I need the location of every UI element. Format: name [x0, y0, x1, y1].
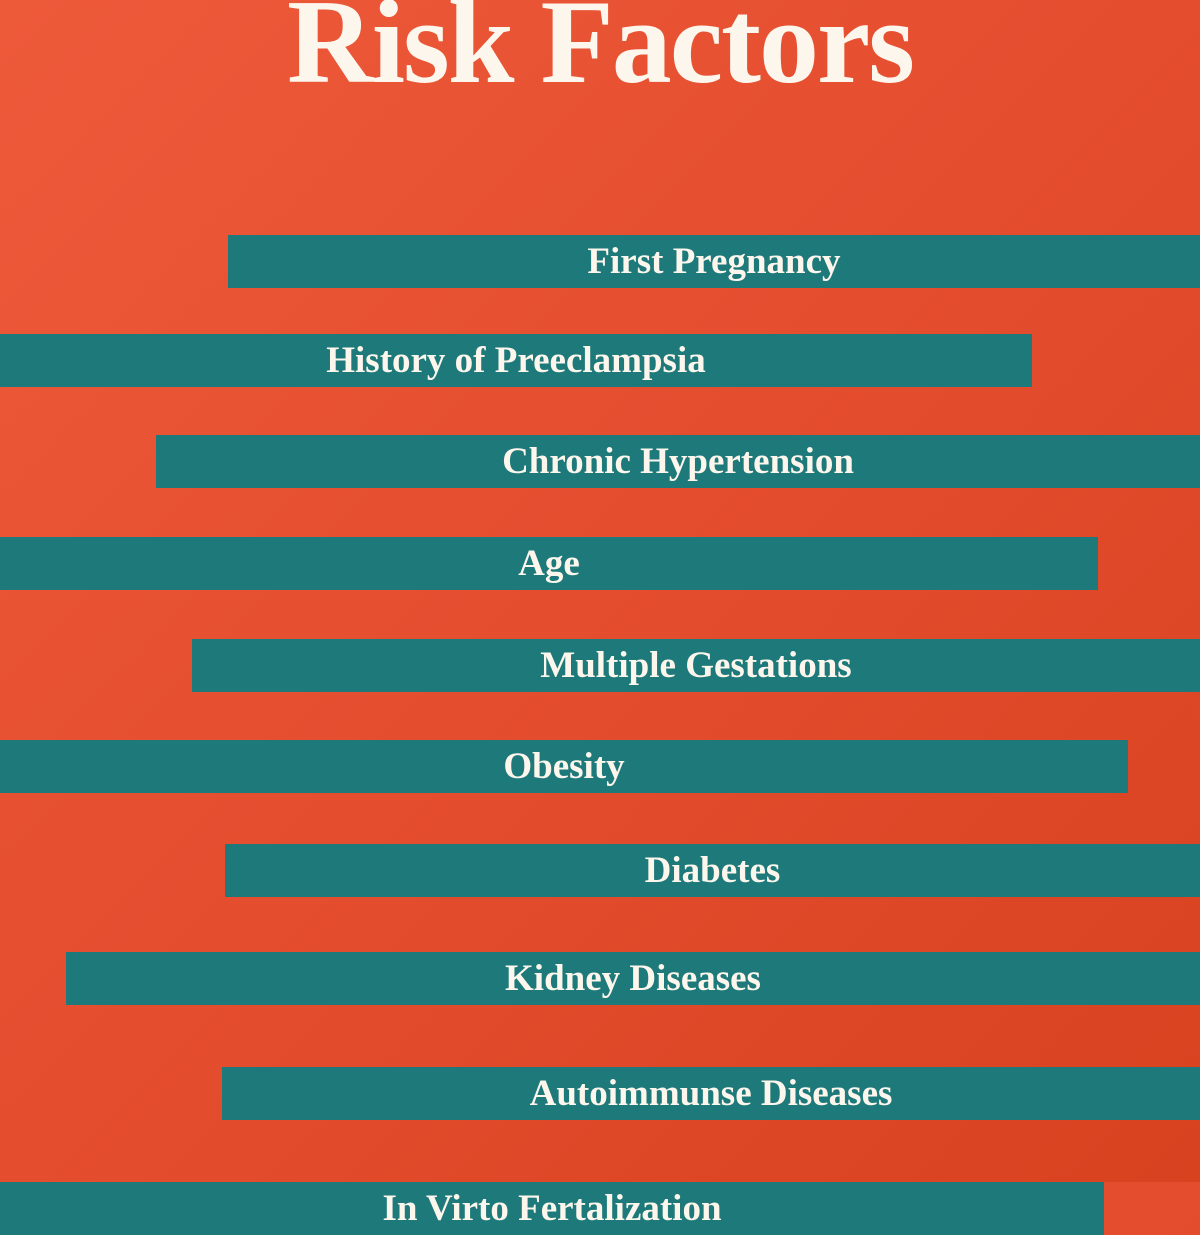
risk-bar-label: Diabetes	[645, 849, 781, 892]
risk-bar-label: In Virto Fertalization	[382, 1187, 721, 1230]
title-text: Risk Factors	[287, 0, 913, 108]
risk-bar-label: Chronic Hypertension	[502, 440, 854, 483]
risk-bar: Diabetes	[225, 844, 1200, 897]
risk-bar-label: Obesity	[503, 745, 624, 788]
risk-bar: Kidney Diseases	[66, 952, 1200, 1005]
risk-bar: In Virto Fertalization	[0, 1182, 1104, 1235]
risk-bar: Autoimmunse Diseases	[222, 1067, 1200, 1120]
risk-bar: Age	[0, 537, 1098, 590]
risk-bar-label: Kidney Diseases	[505, 957, 761, 1000]
risk-bar-label: First Pregnancy	[587, 240, 840, 283]
risk-bar: First Pregnancy	[228, 235, 1200, 288]
risk-bar-label: Autoimmunse Diseases	[530, 1072, 893, 1115]
risk-bar: Multiple Gestations	[192, 639, 1200, 692]
risk-bar-label: History of Preeclampsia	[326, 339, 706, 382]
risk-bar: Chronic Hypertension	[156, 435, 1200, 488]
risk-bar: Obesity	[0, 740, 1128, 793]
page-title: Risk Factors	[0, 0, 1200, 102]
risk-bar-label: Age	[518, 542, 580, 585]
risk-bar-label: Multiple Gestations	[540, 644, 851, 687]
risk-bar: History of Preeclampsia	[0, 334, 1032, 387]
